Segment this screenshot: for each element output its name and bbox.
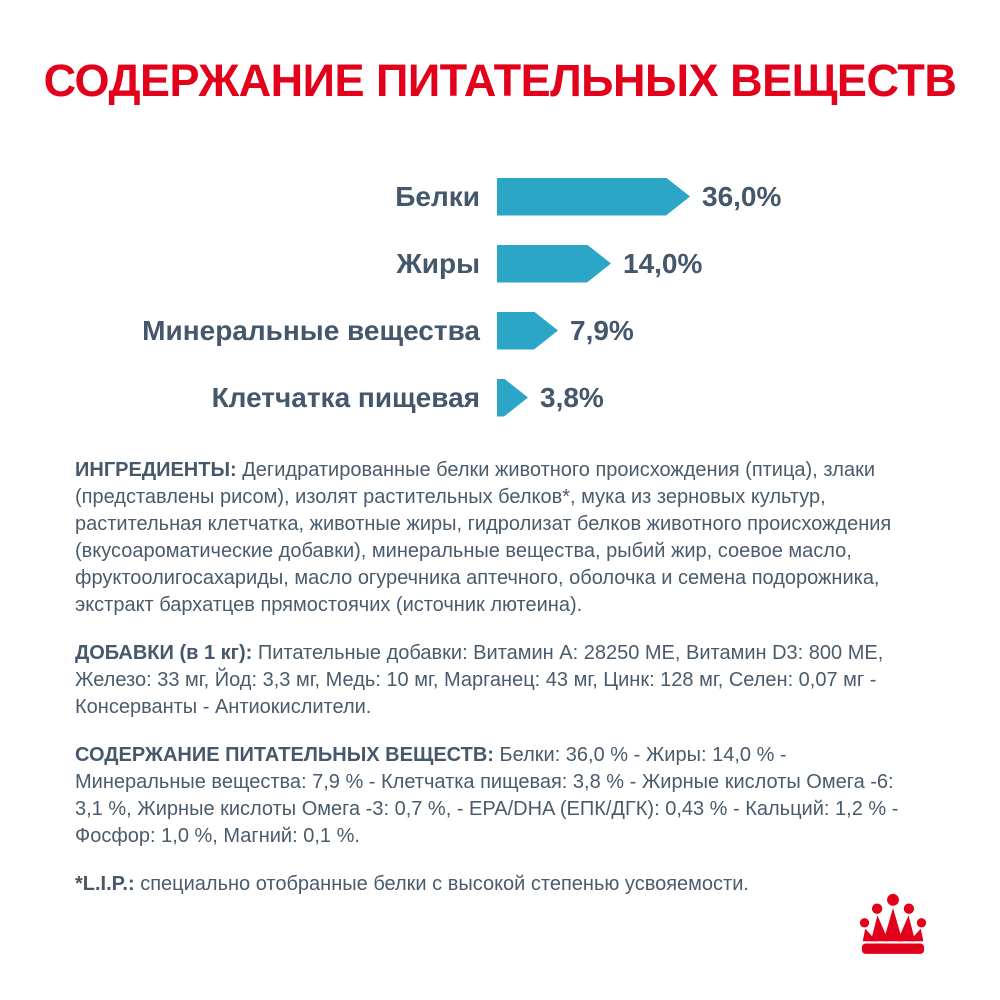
- chart-bar: [497, 245, 611, 283]
- chart-value-label: 3,8%: [540, 381, 604, 413]
- chart-row-fibre: Клетчатка пищевая 3,8%: [0, 379, 1000, 417]
- chart-bar: [497, 379, 528, 417]
- chart-bar: [497, 178, 690, 216]
- royal-canin-crown-logo: [859, 893, 927, 954]
- chart-category-label: Клетчатка пищевая: [211, 381, 480, 413]
- page-title: СОДЕРЖАНИЕ ПИТАТЕЛЬНЫХ ВЕЩЕСТВ: [43, 55, 957, 106]
- chart-category-label: Минеральные вещества: [142, 314, 480, 346]
- ingredients-paragraph: ИНГРЕДИЕНТЫ: Дегидратированные белки жив…: [75, 457, 922, 619]
- additives-text: Питательные добавки: Витамин A: 28250 ME…: [75, 641, 884, 718]
- chart-category-label: Жиры: [396, 247, 480, 279]
- nutrition-paragraph: СОДЕРЖАНИЕ ПИТАТЕЛЬНЫХ ВЕЩЕСТВ: Белки: 3…: [75, 742, 922, 850]
- nutrition-bar-chart: Белки 36,0% Жиры 14,0% Минеральные вещес…: [0, 178, 1000, 417]
- ingredients-text: Дегидратированные белки животного происх…: [75, 458, 892, 616]
- chart-value-label: 7,9%: [570, 314, 634, 346]
- chart-category-label: Белки: [395, 180, 480, 212]
- lip-footnote-label: *L.I.P.:: [75, 872, 135, 895]
- chart-row-fats: Жиры 14,0%: [0, 245, 1000, 283]
- nutrition-label: СОДЕРЖАНИЕ ПИТАТЕЛЬНЫХ ВЕЩЕСТВ:: [75, 743, 494, 766]
- chart-value-label: 36,0%: [702, 180, 782, 212]
- chart-value-label: 14,0%: [623, 247, 703, 279]
- chart-row-minerals: Минеральные вещества 7,9%: [0, 312, 1000, 350]
- additives-label: ДОБАВКИ (в 1 кг):: [75, 641, 253, 664]
- chart-row-proteins: Белки 36,0%: [0, 178, 1000, 216]
- lip-footnote-text: специально отобранные белки с высокой ст…: [140, 872, 749, 895]
- lip-footnote: *L.I.P.: специально отобранные белки с в…: [75, 871, 922, 898]
- text-sections: ИНГРЕДИЕНТЫ: Дегидратированные белки жив…: [75, 457, 922, 898]
- additives-paragraph: ДОБАВКИ (в 1 кг): Питательные добавки: В…: [75, 640, 922, 721]
- chart-bar: [497, 312, 558, 350]
- ingredients-label: ИНГРЕДИЕНТЫ:: [75, 458, 237, 481]
- nutrition-text: Белки: 36,0 % - Жиры: 14,0 % - Минеральн…: [75, 743, 899, 847]
